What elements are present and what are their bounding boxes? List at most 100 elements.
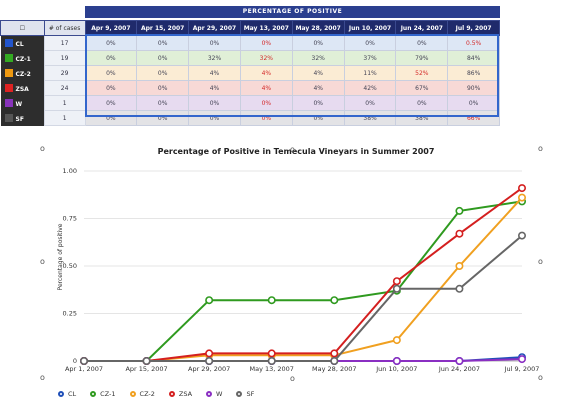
percentage-cell[interactable]: 0% [136, 110, 190, 126]
percentage-cell[interactable]: 42% [343, 80, 397, 96]
percentage-cell[interactable]: 0% [291, 110, 345, 126]
percentage-cell[interactable]: 0% [447, 95, 500, 111]
data-point[interactable] [267, 349, 276, 358]
percentage-cell[interactable]: 0% [343, 35, 397, 51]
percentage-cell[interactable]: 0% [136, 95, 190, 111]
percentage-cell[interactable]: 0% [84, 110, 138, 126]
legend-item[interactable]: W [206, 390, 222, 398]
percentage-table[interactable]: ☐ # of cases Apr 9, 2007 Apr 15, 2007 Apr … [0, 20, 500, 126]
data-point[interactable] [205, 296, 214, 305]
data-point[interactable] [392, 277, 401, 286]
percentage-cell[interactable]: 0% [239, 110, 293, 126]
percentage-cell[interactable]: 4% [239, 65, 293, 81]
table-row[interactable]: W 1 0% 0% 0% 0% 0% 0% 0% 0% [0, 95, 500, 111]
table-corner[interactable]: ☐ [0, 20, 45, 36]
percentage-cell[interactable]: 0% [188, 35, 241, 51]
percentage-cell[interactable]: 0% [343, 95, 397, 111]
percentage-cell[interactable]: 11% [343, 65, 397, 81]
percentage-cell[interactable]: 0% [136, 65, 190, 81]
percentage-cell[interactable]: 0% [188, 110, 241, 126]
table-row[interactable]: CL 17 0% 0% 0% 0% 0% 0% 0% 0.5% [0, 35, 500, 51]
percentage-cell[interactable]: 4% [188, 65, 241, 81]
data-point[interactable] [517, 193, 526, 202]
data-point[interactable] [455, 262, 464, 271]
case-count-cell[interactable]: 29 [43, 65, 86, 81]
resize-handle-left[interactable]: o [40, 257, 45, 266]
resize-handle-top[interactable]: o [290, 145, 295, 154]
case-count-cell[interactable]: 19 [43, 50, 86, 66]
percentage-cell[interactable]: 32% [239, 50, 293, 66]
percentage-cell[interactable]: 86% [447, 65, 500, 81]
case-count-cell[interactable]: 24 [43, 80, 86, 96]
percentage-cell[interactable]: 4% [291, 65, 345, 81]
data-point[interactable] [455, 229, 464, 238]
percentage-cell[interactable]: 0% [84, 50, 138, 66]
data-point[interactable] [330, 349, 339, 358]
data-point[interactable] [267, 296, 276, 305]
percentage-cell[interactable]: 32% [291, 50, 345, 66]
resize-handle-top-right[interactable]: o [538, 144, 543, 153]
data-point[interactable] [517, 355, 526, 364]
percentage-cell[interactable]: 0% [84, 65, 138, 81]
percentage-cell[interactable]: 0% [395, 95, 449, 111]
percentage-cell[interactable]: 0% [136, 80, 190, 96]
data-point[interactable] [205, 349, 214, 358]
data-point[interactable] [517, 231, 526, 240]
legend-item[interactable]: CZ-2 [129, 390, 155, 398]
legend-item[interactable]: CL [58, 390, 76, 398]
percentage-cell[interactable]: 0% [395, 35, 449, 51]
data-point[interactable] [392, 336, 401, 345]
data-point[interactable] [330, 296, 339, 305]
data-point[interactable] [392, 284, 401, 293]
data-point[interactable] [330, 357, 339, 366]
data-point[interactable] [455, 206, 464, 215]
percentage-cell[interactable]: 0% [291, 35, 345, 51]
percentage-cell[interactable]: 38% [395, 110, 449, 126]
case-count-cell[interactable]: 17 [43, 35, 86, 51]
percentage-cell[interactable]: 52% [395, 65, 449, 81]
percentage-cell[interactable]: 0% [136, 50, 190, 66]
legend-item[interactable]: ZSA [168, 390, 192, 398]
percentage-cell[interactable]: 37% [343, 50, 397, 66]
percentage-cell[interactable]: 0% [188, 95, 241, 111]
data-point[interactable] [455, 357, 464, 366]
percentage-cell[interactable]: 4% [188, 80, 241, 96]
percentage-cell[interactable]: 0% [239, 95, 293, 111]
percentage-cell[interactable]: 38% [343, 110, 397, 126]
data-point[interactable] [517, 184, 526, 193]
legend-item[interactable]: SF [236, 390, 254, 398]
percentage-cell[interactable]: 0% [291, 95, 345, 111]
percentage-cell[interactable]: 67% [395, 80, 449, 96]
percentage-cell[interactable]: 0% [84, 80, 138, 96]
legend-item[interactable]: CZ-1 [90, 390, 116, 398]
resize-handle-bottom-right[interactable]: o [538, 373, 543, 382]
data-point[interactable] [267, 357, 276, 366]
resize-handle-bottom[interactable]: o [290, 374, 295, 383]
percentage-cell[interactable]: 0.5% [447, 35, 500, 51]
data-point[interactable] [80, 357, 89, 366]
table-row[interactable]: ZSA 24 0% 0% 4% 4% 4% 42% 67% 90% [0, 80, 500, 96]
case-count-cell[interactable]: 1 [43, 95, 86, 111]
data-point[interactable] [392, 357, 401, 366]
percentage-cell[interactable]: 79% [395, 50, 449, 66]
case-count-cell[interactable]: 1 [43, 110, 86, 126]
percentage-cell[interactable]: 90% [447, 80, 500, 96]
table-row[interactable]: CZ-2 29 0% 0% 4% 4% 4% 11% 52% 86% [0, 65, 500, 81]
percentage-cell[interactable]: 0% [84, 95, 138, 111]
percentage-cell[interactable]: 4% [291, 80, 345, 96]
data-point[interactable] [142, 357, 151, 366]
table-row[interactable]: SF 1 0% 0% 0% 0% 0% 38% 38% 66% [0, 110, 500, 126]
percentage-cell[interactable]: 0% [84, 35, 138, 51]
resize-handle-bottom-left[interactable]: o [40, 373, 45, 382]
percentage-cell[interactable]: 4% [239, 80, 293, 96]
percentage-cell[interactable]: 66% [447, 110, 500, 126]
table-row[interactable]: CZ-1 19 0% 0% 32% 32% 32% 37% 79% 84% [0, 50, 500, 66]
percentage-cell[interactable]: 0% [239, 35, 293, 51]
select-all-icon[interactable]: ☐ [19, 24, 26, 32]
data-point[interactable] [455, 284, 464, 293]
percentage-cell[interactable]: 0% [136, 35, 190, 51]
resize-handle-top-left[interactable]: o [40, 144, 45, 153]
percentage-cell[interactable]: 84% [447, 50, 500, 66]
percentage-cell[interactable]: 32% [188, 50, 241, 66]
resize-handle-right[interactable]: o [538, 257, 543, 266]
